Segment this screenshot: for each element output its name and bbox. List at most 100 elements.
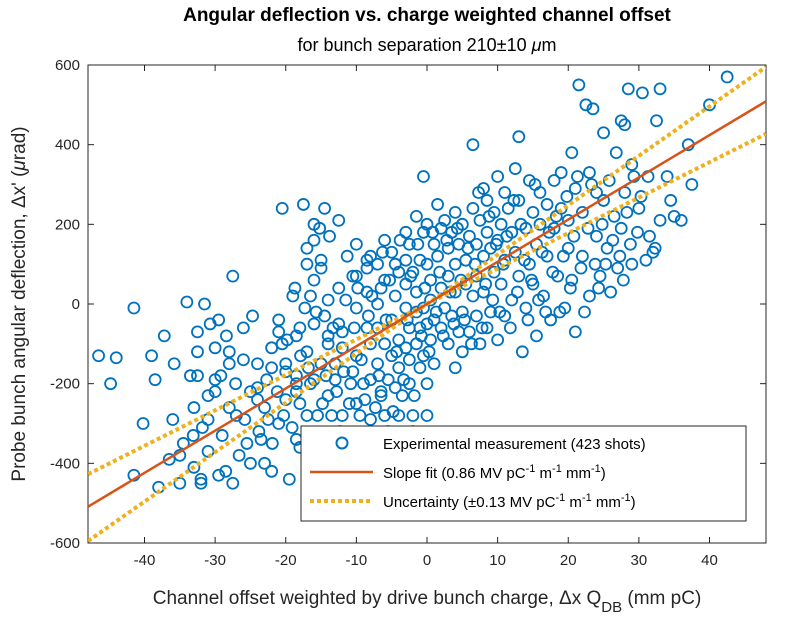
data-point [653,82,667,96]
data-point [625,257,639,271]
data-point [254,433,268,446]
data-point [595,217,609,231]
data-point [374,389,388,403]
data-point [286,289,300,303]
data-point [339,293,353,307]
data-point [340,249,354,263]
data-point [448,205,462,219]
data-point [620,205,634,219]
legend-item-uncertainty: Uncertainty (±0.13 MV pC-1 m-1 mm-1) [310,492,636,511]
data-point [528,178,542,191]
data-point [194,476,208,490]
data-point [390,345,404,359]
data-point [349,237,363,251]
data-point [309,305,323,319]
x-tick-label: -30 [204,552,226,569]
data-point [293,397,307,410]
data-point [625,158,639,171]
data-point [440,233,454,247]
data-point [568,182,582,195]
data-point [519,301,533,315]
data-point [561,213,575,227]
data-point [434,321,448,335]
data-point [413,361,427,375]
data-point [374,281,388,295]
data-point [526,205,540,219]
data-point [426,225,440,239]
x-tick-label: -20 [275,552,297,569]
data-point [575,205,589,219]
data-point [360,253,374,267]
data-point [92,349,105,363]
data-point [145,349,158,363]
data-point [489,237,503,251]
data-point [592,281,606,295]
data-point [643,229,656,243]
data-point [427,313,441,327]
data-point [265,361,279,375]
data-point [477,249,490,263]
data-point [191,345,204,359]
data-point [332,213,346,227]
data-point [448,257,462,271]
data-point [574,261,588,275]
data-point [371,357,384,371]
data-point [613,249,627,263]
data-point [553,305,567,319]
data-point [157,329,171,343]
data-point [667,209,681,223]
data-point [593,269,607,283]
data-point [402,353,416,367]
y-axis-label: Probe bunch angular deflection, Δx' (μra… [9,126,30,481]
data-point [215,429,229,442]
data-point [219,464,233,478]
data-point [575,249,589,263]
data-point [480,321,494,335]
data-point [330,385,344,399]
data-point [277,409,291,422]
data-point [297,198,310,211]
data-point [314,253,328,267]
data-point [222,401,236,414]
data-point [420,257,434,271]
data-point [109,351,123,365]
data-point [399,301,413,315]
data-point [427,357,441,371]
data-point [240,437,254,450]
data-point [583,289,596,303]
data-point [494,217,508,231]
data-point [392,361,406,375]
data-point [417,225,430,239]
data-point [337,365,351,379]
data-point [194,472,208,486]
y-tick-label: 400 [55,137,80,154]
data-point [395,389,409,403]
data-point [431,249,444,263]
legend-item-measurement: Experimental measurement (423 shots) [335,436,646,453]
legend-box [300,425,747,522]
data-point [346,365,360,379]
data-point [560,190,574,203]
legend-item-fit: Slope fit (0.86 MV pC-1 m-1 mm-1) [310,463,606,482]
data-point [470,269,483,283]
data-point [565,273,579,287]
data-point [420,377,434,391]
data-point [631,225,644,239]
data-point [346,269,360,283]
data-point [226,269,240,283]
data-point [500,229,514,243]
data-point [599,257,613,271]
data-point [374,385,388,399]
data-point [427,237,441,251]
data-point [392,265,406,279]
x-tick-label: 0 [423,552,431,569]
data-point [298,301,312,315]
data-point [282,472,296,486]
data-point [616,273,630,287]
y-tick-label: 0 [72,296,80,313]
data-point [664,194,678,207]
data-point [127,301,141,315]
data-point [300,345,314,359]
data-point [685,178,699,191]
data-point [512,269,526,283]
